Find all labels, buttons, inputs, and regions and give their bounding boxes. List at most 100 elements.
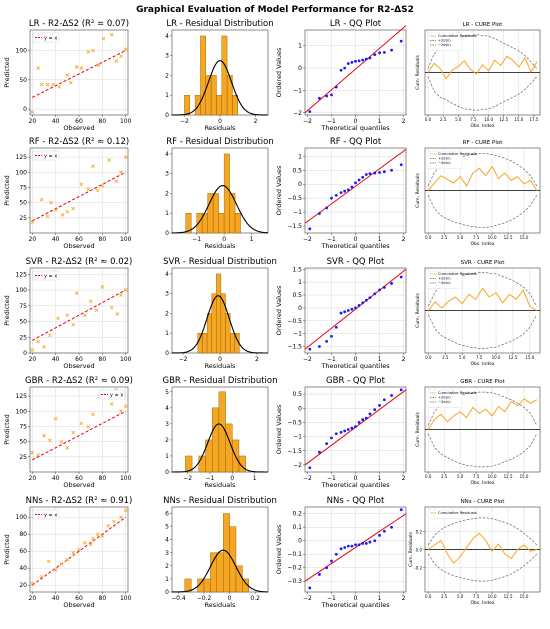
svr-qq-ytick-4: 0.5 <box>292 292 302 299</box>
gbr-qq-title: GBR - QQ Plot <box>326 376 386 386</box>
rf-hist-bar-5 <box>212 193 219 234</box>
rf-cure-legend-label-2: −2σ(n) <box>438 161 451 165</box>
nns-qq-point-17 <box>390 525 393 529</box>
nns-scatter-point-1 <box>39 574 44 579</box>
rf-scatter-point-8 <box>79 182 84 187</box>
svr-scatter-xtick-1: 40 <box>52 356 60 363</box>
rf-qq-title: RF - QQ Plot <box>330 137 382 147</box>
rf-qq-xtick-3: 1 <box>378 236 382 243</box>
lr-qq-xlabel: Theoretical quantiles <box>320 124 390 132</box>
lr-hist-ytick-0: 0 <box>165 112 169 119</box>
gbr-qq-point-12 <box>364 416 368 420</box>
nns-scatter-xtick-2: 60 <box>75 595 83 602</box>
nns-qq-ytick-5: 0.2 <box>292 511 302 518</box>
gbr-qq-point-1 <box>318 450 321 454</box>
rf-hist-bar-4 <box>207 193 214 234</box>
nns-qq-point-12 <box>364 542 368 545</box>
rf-cure-lower-band <box>427 194 538 228</box>
svr-qq-point-16 <box>382 285 386 289</box>
nns-hist-density-curve <box>171 549 269 593</box>
rf-qq-point-8 <box>350 185 354 189</box>
nns-qq-xtick-3: 1 <box>378 595 382 602</box>
nns-scatter-ylabel: Predicted <box>3 534 11 565</box>
gbr-scatter-point-2 <box>42 433 46 438</box>
gbr-cure-xlabel: Obs. Index <box>471 480 495 486</box>
nns-cure-xtick-3: 7.5 <box>473 594 480 599</box>
nns-qq-point-1 <box>318 573 321 576</box>
svr-scatter-ytick-0: 0 <box>23 350 27 357</box>
nns-qq-reference-line <box>304 513 407 582</box>
svr-hist-bar-0 <box>197 333 203 354</box>
nns-hist-title: NNs - Residual Distribution <box>163 496 277 506</box>
gbr-qq-point-5 <box>339 430 343 434</box>
lr-qq-point-0 <box>308 110 312 114</box>
gbr-scatter-title: GBR - R2-ΔS2 (R² ≈ 0.09) <box>25 376 133 386</box>
svr-scatter-xtick-0: 20 <box>29 356 37 363</box>
lr-qq-xtick-1: −1 <box>327 118 336 125</box>
lr-scatter-point-12 <box>96 63 101 68</box>
rf-qq-point-9 <box>354 181 357 185</box>
nns-hist-ytick-4: 4 <box>165 537 169 544</box>
gbr-qq-ytick-2: −1 <box>293 434 302 441</box>
nns-qq-ylabel: Ordered Values <box>275 524 283 574</box>
nns-hist-bar-4 <box>210 552 217 593</box>
lr-scatter-ytick-0: 0 <box>23 106 27 113</box>
figure-title: Graphical Evaluation of Model Performanc… <box>136 5 414 15</box>
svr-hist-xtick-1: 0 <box>218 356 222 363</box>
nns-hist-bar-6 <box>222 513 230 593</box>
svr-scatter-point-9 <box>88 299 93 304</box>
nns-hist-ytick-2: 2 <box>165 563 169 570</box>
rf-hist-density-curve <box>171 185 269 234</box>
rf-cure-xtick-0: 0.0 <box>425 235 432 240</box>
svr-hist-title: SVR - Residual Distribution <box>163 257 277 267</box>
rf-cure-legend-box <box>427 150 463 169</box>
lr-scatter-ytick-2: 100 <box>16 48 28 55</box>
rf-qq-xtick-1: −1 <box>327 236 336 243</box>
gbr-scatter-xtick-2: 60 <box>75 475 83 482</box>
lr-scatter-point-5 <box>57 84 62 89</box>
nns-qq-xlabel: Theoretical quantiles <box>320 601 390 609</box>
nns-qq-point-16 <box>382 529 386 533</box>
rf-qq-point-18 <box>399 163 403 167</box>
lr-hist-xtick-2: 2 <box>254 118 258 125</box>
svr-cure-xtick-6: 15.0 <box>525 355 534 360</box>
lr-scatter-point-17 <box>123 47 128 52</box>
gbr-scatter-xtick-4: 100 <box>120 475 132 482</box>
svr-qq-xlabel: Theoretical quantiles <box>320 362 390 370</box>
lr-scatter-panel: 20 40 60 80 100 0 50 100 LR - R2-ΔS2 (R² = 0.07)… <box>3 19 132 132</box>
svr-qq-point-6 <box>343 310 347 314</box>
nns-scatter-point-5 <box>65 557 70 562</box>
lr-cure-title: LR - CURE Plot <box>463 22 503 28</box>
nns-hist-ytick-3: 3 <box>165 550 169 557</box>
rf-scatter-xtick-0: 20 <box>29 236 37 243</box>
rf-scatter-ytick-1: 50 <box>19 200 27 207</box>
lr-qq-reference-line <box>304 25 407 114</box>
svr-scatter-xtick-2: 60 <box>75 356 83 363</box>
gbr-qq-point-7 <box>346 428 350 431</box>
svr-hist-bar-7 <box>229 333 235 354</box>
gbr-qq-point-3 <box>330 436 333 440</box>
gbr-scatter-xtick-1: 40 <box>52 475 60 482</box>
gbr-cure-xtick-0: 0.0 <box>425 474 432 479</box>
nns-cure-xtick-4: 10.0 <box>488 594 497 599</box>
rf-hist-xtick-0: −1 <box>192 236 201 243</box>
nns-cure-cumulative-line <box>427 532 537 564</box>
svr-cure-legend-label-1: +2σ(n) <box>438 277 451 281</box>
svr-hist-bar-4 <box>216 273 222 354</box>
gbr-scatter-point-9 <box>86 424 91 429</box>
nns-scatter-ytick-0: 20 <box>19 582 27 589</box>
lr-hist-ytick-1: 1 <box>165 92 169 99</box>
gbr-qq-point-2 <box>325 442 329 446</box>
svr-cure-xtick-0: 0.0 <box>425 355 432 360</box>
lr-scatter-title: LR - R2-ΔS2 (R² = 0.07) <box>29 19 129 29</box>
svr-qq-point-12 <box>364 298 368 302</box>
nns-qq-point-11 <box>361 542 365 545</box>
gbr-cure-panel: 0.0 2.5 5.0 7.5 10.0 12.5 15.0 GBR - CURE Plot O… <box>415 379 541 486</box>
nns-qq-point-5 <box>339 547 343 551</box>
svr-cure-upper-band <box>428 271 537 307</box>
gbr-cure-title: GBR - CURE Plot <box>460 379 505 385</box>
rf-qq-point-7 <box>346 188 350 192</box>
nns-cure-panel: 0.0 2.5 5.0 7.5 10.0 12.5 15.0 -0.2 0.0 0.2 NNs - … <box>408 499 541 606</box>
rf-qq-ytick-2: −0.5 <box>287 195 302 202</box>
